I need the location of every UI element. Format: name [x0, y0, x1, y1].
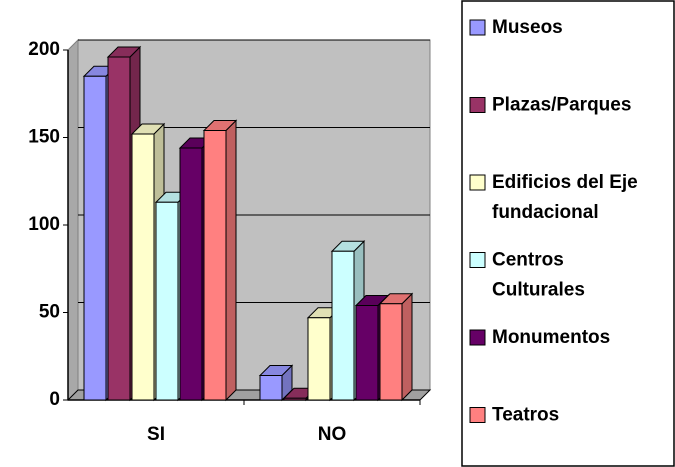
legend-swatch [469, 329, 486, 346]
legend-label: Monumentos [492, 327, 610, 348]
bar-face [155, 201, 179, 401]
bar-face [107, 56, 131, 401]
y-tick-label: 50 [39, 302, 60, 323]
legend-box [461, 0, 675, 467]
bar-face [203, 130, 227, 401]
bar-face [331, 250, 355, 401]
legend-label: Edificios del Eje fundacional [492, 172, 638, 223]
legend-swatch [469, 19, 486, 36]
side-wall [67, 38, 79, 402]
bar-face [131, 133, 155, 401]
bar-face [225, 119, 237, 402]
bar-face [179, 147, 203, 401]
legend-label: Museos [492, 17, 563, 38]
legend-swatch [469, 252, 486, 268]
y-tick-label: 100 [28, 214, 60, 235]
legend-swatch [469, 174, 486, 191]
y-tick-label: 0 [49, 389, 60, 410]
legend-swatch [469, 407, 486, 423]
y-tick-label: 200 [28, 39, 60, 60]
bar-face [379, 303, 403, 401]
x-tick-label: SI [147, 424, 165, 445]
y-tick-label: 150 [28, 127, 60, 148]
bar [378, 292, 414, 402]
legend-label: Plazas/Parques [492, 95, 631, 116]
legend-label: Teatros [492, 405, 559, 426]
legend-swatch [469, 97, 486, 113]
bar-face [283, 397, 307, 401]
bar-face [401, 292, 413, 402]
bar [202, 119, 238, 402]
legend-label: Centros Culturales [492, 250, 585, 301]
bar-face [307, 317, 331, 401]
bar-face [355, 305, 379, 401]
bar-face [83, 75, 107, 401]
bar-face [259, 375, 283, 401]
x-tick-label: NO [318, 424, 347, 445]
